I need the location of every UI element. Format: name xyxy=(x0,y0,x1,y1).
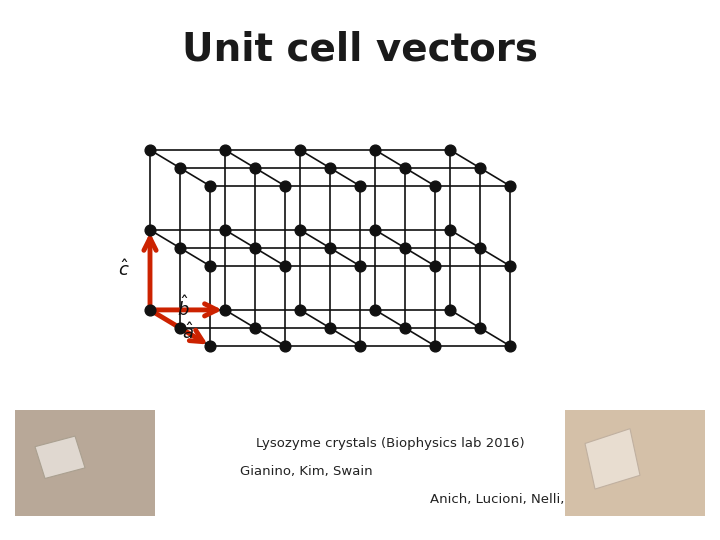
Point xyxy=(249,164,261,172)
Point xyxy=(144,306,156,314)
Text: $\it{\hat{a}}$: $\it{\hat{a}}$ xyxy=(181,322,194,343)
Bar xyxy=(565,410,705,516)
Polygon shape xyxy=(35,436,85,478)
Point xyxy=(144,146,156,154)
Point xyxy=(219,306,230,314)
Point xyxy=(444,146,456,154)
Point xyxy=(369,226,381,234)
Point xyxy=(504,261,516,270)
Point xyxy=(429,261,441,270)
Point xyxy=(279,261,291,270)
Point xyxy=(474,244,486,252)
Text: $\it{\hat{b}}$: $\it{\hat{b}}$ xyxy=(176,295,189,320)
Bar xyxy=(15,410,155,516)
Point xyxy=(174,164,186,172)
Point xyxy=(504,181,516,190)
Text: $\it{\hat{c}}$: $\it{\hat{c}}$ xyxy=(118,260,130,280)
Point xyxy=(279,342,291,350)
Point xyxy=(399,323,410,332)
Point xyxy=(219,146,230,154)
Point xyxy=(204,261,216,270)
Point xyxy=(144,226,156,234)
Text: Lysozyme crystals (Biophysics lab 2016): Lysozyme crystals (Biophysics lab 2016) xyxy=(256,437,524,450)
Point xyxy=(219,226,230,234)
Point xyxy=(504,342,516,350)
Polygon shape xyxy=(585,429,640,489)
Point xyxy=(429,342,441,350)
Point xyxy=(399,164,410,172)
Point xyxy=(294,226,306,234)
Point xyxy=(444,306,456,314)
Point xyxy=(369,146,381,154)
Point xyxy=(204,181,216,190)
Point xyxy=(429,181,441,190)
Point xyxy=(474,164,486,172)
Text: Anich, Lucioni, Nelli,: Anich, Lucioni, Nelli, xyxy=(430,492,564,505)
Point xyxy=(279,181,291,190)
Point xyxy=(324,164,336,172)
Point xyxy=(294,146,306,154)
Point xyxy=(204,342,216,350)
Point xyxy=(444,226,456,234)
Point xyxy=(354,261,366,270)
Point xyxy=(399,244,410,252)
Point xyxy=(174,323,186,332)
Point xyxy=(324,244,336,252)
Point xyxy=(249,323,261,332)
Point xyxy=(174,244,186,252)
Point xyxy=(294,306,306,314)
Text: Unit cell vectors: Unit cell vectors xyxy=(182,31,538,69)
Point xyxy=(249,244,261,252)
Point xyxy=(474,323,486,332)
Point xyxy=(354,181,366,190)
Point xyxy=(324,323,336,332)
Point xyxy=(369,306,381,314)
Point xyxy=(354,342,366,350)
Text: Gianino, Kim, Swain: Gianino, Kim, Swain xyxy=(240,465,373,478)
